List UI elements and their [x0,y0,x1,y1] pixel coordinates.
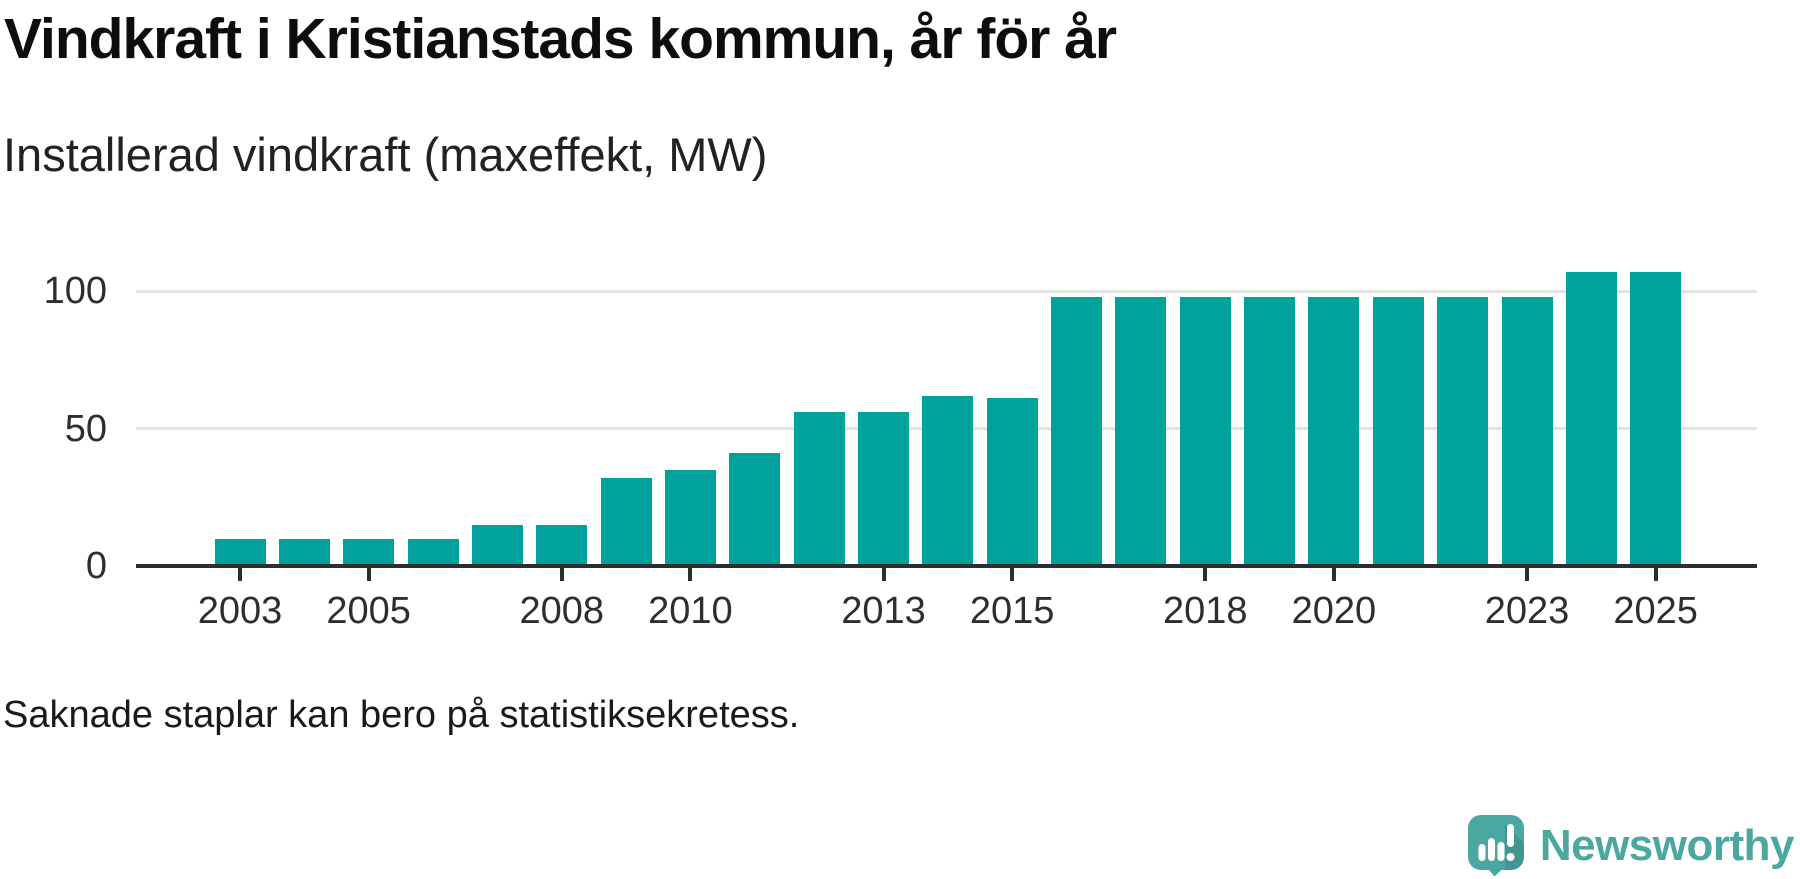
chart-title: Vindkraft i Kristianstads kommun, år för… [4,7,1117,71]
bar-2017 [1115,296,1167,566]
bar-2015 [986,398,1038,566]
bar-2014 [922,395,974,566]
x-axis-label-2018: 2018 [1162,590,1248,632]
bar-2006 [407,538,459,566]
x-axis-tick-2025 [1653,566,1658,581]
bar-2020 [1308,296,1360,566]
x-axis-label-2015: 2015 [969,590,1055,632]
y-axis-label-50: 50 [64,407,107,450]
x-axis-label-2020: 2020 [1291,590,1377,632]
bar-2010 [664,469,716,566]
bar-2021 [1372,296,1424,566]
bar-2009 [600,478,652,566]
gridline-100 [136,289,1757,293]
x-axis-label-2008: 2008 [519,590,605,632]
bar-2004 [278,538,330,566]
x-axis-tick-2013 [881,566,886,581]
x-axis-tick-2020 [1331,566,1336,581]
bar-2011 [729,453,781,566]
x-axis-tick-2003 [238,566,242,581]
x-axis-tick-2008 [559,566,564,581]
bar-2003 [214,538,266,566]
chart-subtitle: Installerad vindkraft (maxeffekt, MW) [3,128,768,181]
bar-2018 [1179,296,1231,566]
x-axis-tick-2015 [1010,566,1015,581]
footnote: Saknade staplar kan bero på statistiksek… [3,694,800,736]
y-axis-label-0: 0 [85,545,107,587]
x-axis-label-2023: 2023 [1484,590,1570,632]
x-axis-label-2010: 2010 [648,590,733,632]
newsworthy-brand: Newsworthy [1467,815,1795,877]
x-axis-label-2013: 2013 [841,590,926,632]
bar-2016 [1051,296,1103,566]
newsworthy-logo-icon [1467,815,1524,877]
x-axis-tick-2018 [1203,566,1208,581]
y-axis-label-100: 100 [43,270,107,312]
x-axis-label-2025: 2025 [1613,590,1698,632]
bar-2008 [536,524,588,566]
bar-2025 [1630,271,1682,566]
x-axis-label-2003: 2003 [197,590,283,632]
bar-2012 [793,412,845,566]
bar-2022 [1437,296,1489,566]
x-axis-line [136,564,1757,568]
bar-2007 [471,524,523,566]
bar-2005 [343,538,395,566]
bar-2013 [858,412,909,566]
newsworthy-wordmark: Newsworthy [1539,821,1795,870]
bar-2023 [1501,296,1553,566]
x-axis-tick-2005 [366,566,371,581]
bar-2019 [1244,296,1296,566]
bar-2024 [1565,271,1617,566]
x-axis-tick-2023 [1525,566,1529,581]
x-axis-tick-2010 [688,566,693,581]
x-axis-label-2005: 2005 [326,590,411,632]
